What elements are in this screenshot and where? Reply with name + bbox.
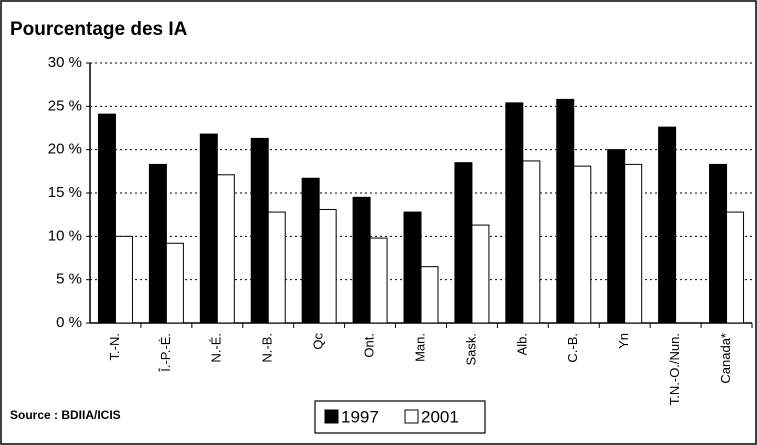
x-tick-label: Î.-P.-É. [158, 333, 173, 373]
chart-title: Pourcentage des IA [10, 19, 188, 40]
y-tick-label: 15 % [48, 184, 82, 201]
x-tick-label: T.N.-O./Nun. [667, 333, 682, 405]
x-tick-label: Ont. [362, 333, 377, 358]
bar [403, 211, 422, 324]
bar [658, 126, 677, 324]
bar [624, 163, 643, 324]
legend-swatch [324, 409, 339, 424]
y-tick-label: 10 % [48, 227, 82, 244]
x-tick-label: Sask. [463, 333, 478, 366]
bar [573, 165, 592, 324]
source: Source : BDIIA/ICIS [10, 408, 121, 422]
y-tick-label: 0 % [56, 314, 82, 331]
x-tick-label: Canada* [718, 333, 733, 384]
bar [505, 102, 524, 324]
x-tick-label: N.-B. [260, 333, 275, 363]
bar [216, 174, 235, 324]
y-tick-label: 20 % [48, 141, 82, 158]
bar [318, 208, 337, 324]
x-tick-label: Qc [311, 333, 326, 350]
y-tick-label: 5 % [56, 271, 82, 288]
bar [97, 113, 116, 324]
legend-label: 1997 [341, 407, 379, 426]
y-tick-label: 25 % [48, 97, 82, 114]
bar [607, 149, 626, 324]
bar [199, 133, 218, 324]
legend-label: 2001 [421, 407, 459, 426]
bar [250, 137, 269, 324]
bar [267, 211, 286, 324]
x-tick-label: Man. [412, 333, 427, 362]
bar [352, 196, 371, 324]
bar [301, 177, 320, 324]
bar [420, 266, 439, 324]
bar [471, 224, 490, 324]
legend-swatch [404, 409, 419, 424]
x-tick-label: C.-B. [565, 333, 580, 363]
bar [165, 242, 184, 324]
bar [522, 160, 541, 324]
x-tick-label: Alb. [514, 333, 529, 355]
x-tick-label: T.-N. [107, 333, 122, 360]
x-tick-label: N.-É. [209, 333, 224, 363]
bar [369, 237, 388, 324]
bar [148, 163, 167, 324]
y-tick-label: 30 % [48, 54, 82, 71]
bar [556, 98, 575, 324]
bar [726, 211, 745, 324]
legend-box [314, 400, 486, 434]
x-tick-label: Yn [616, 333, 631, 349]
bar [709, 163, 728, 324]
bar [114, 235, 133, 324]
bar [454, 162, 473, 324]
